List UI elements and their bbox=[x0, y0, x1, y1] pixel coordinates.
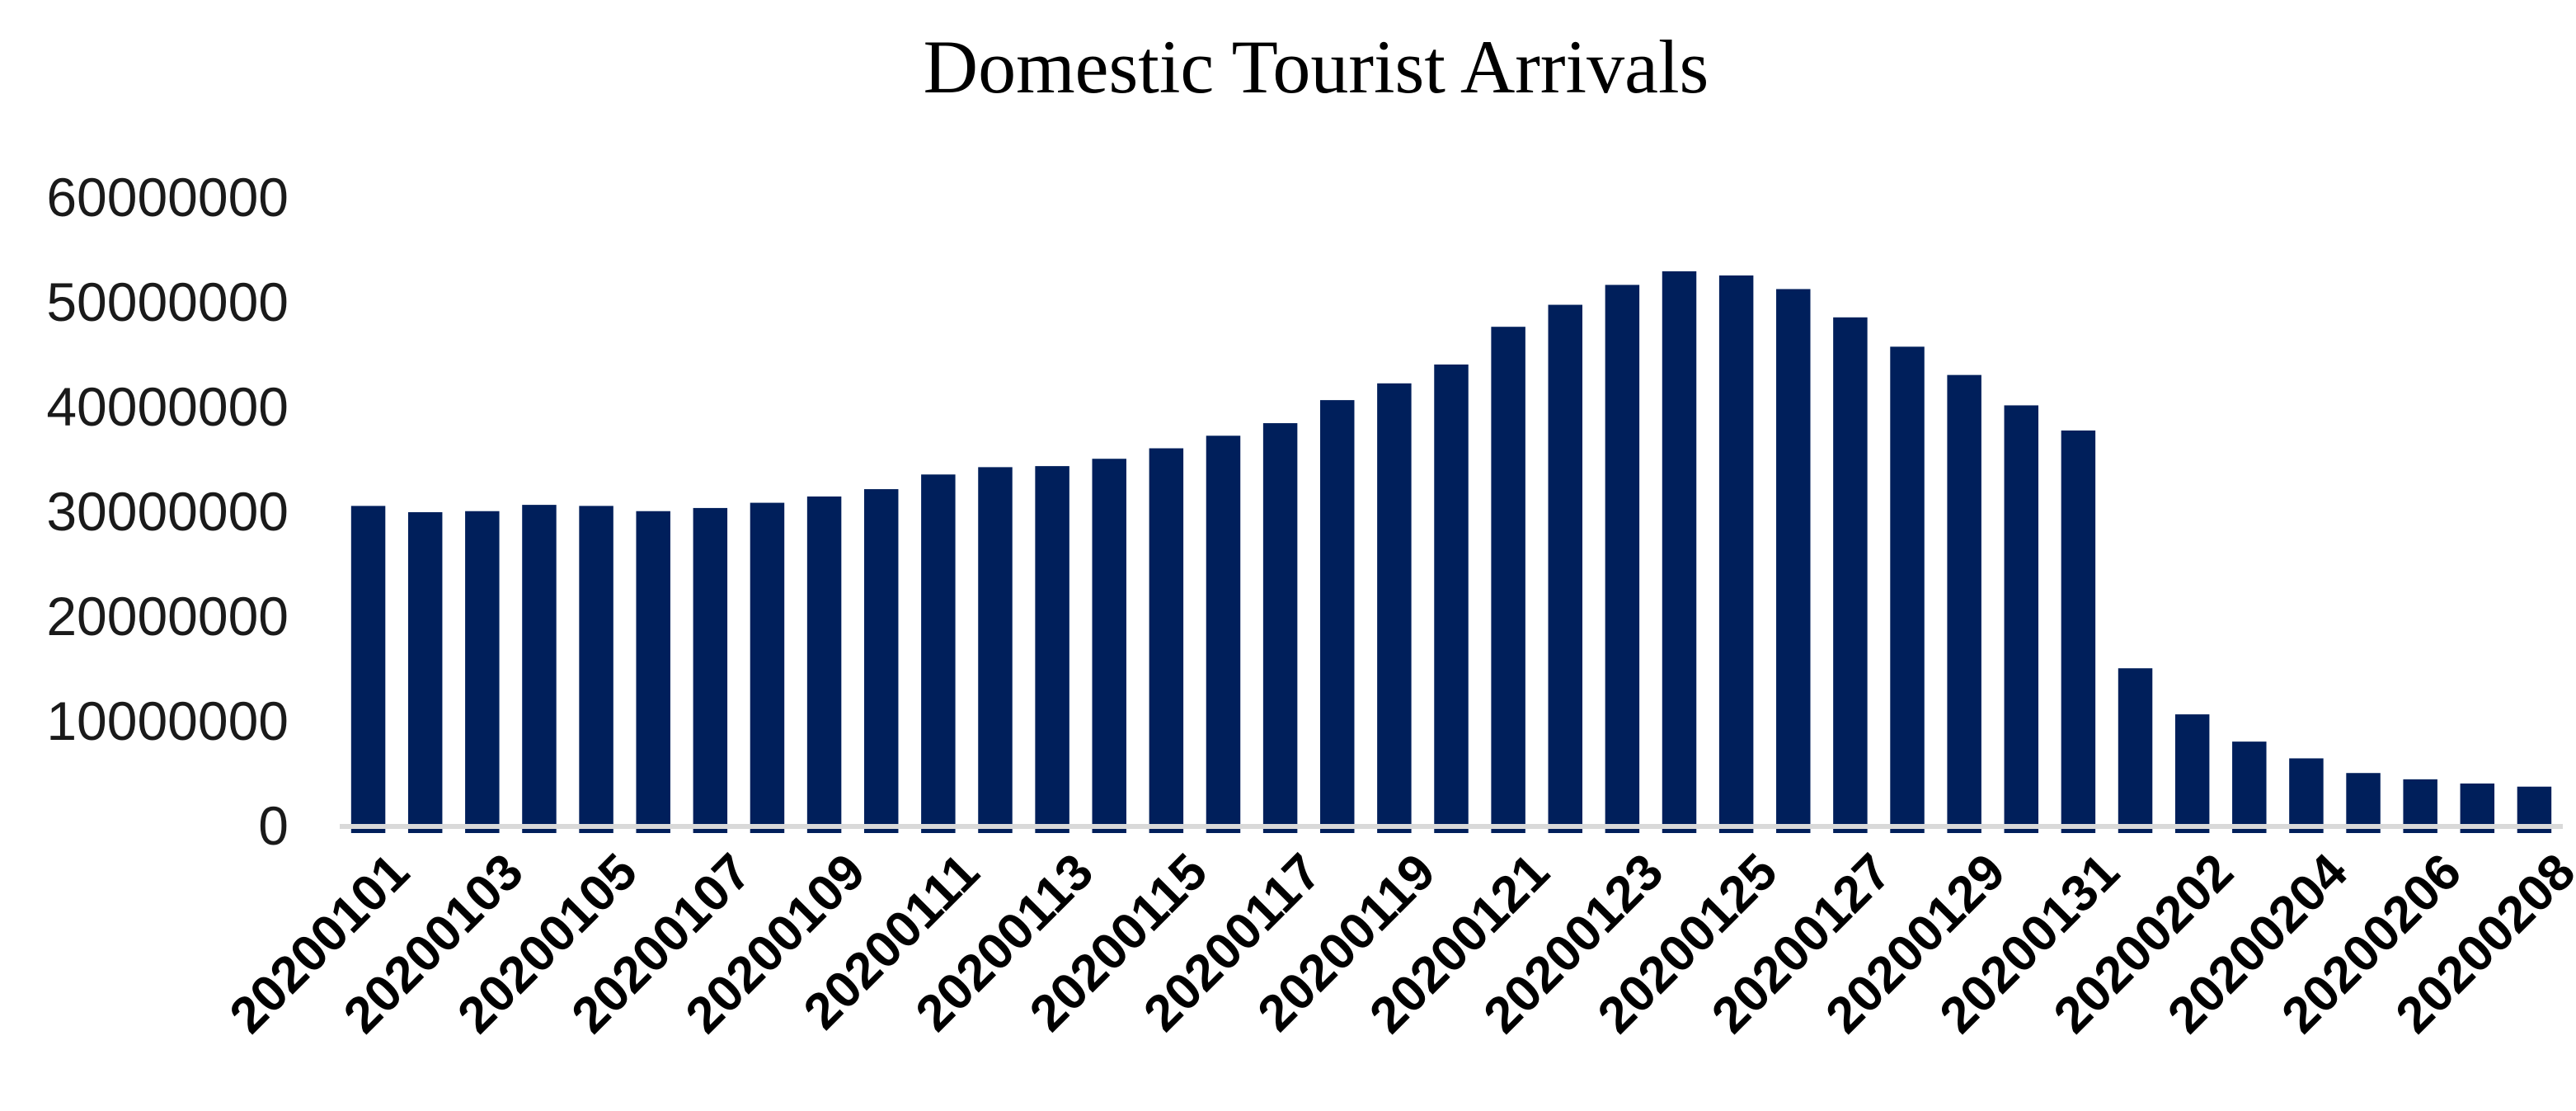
bar bbox=[1947, 374, 1981, 826]
bar bbox=[1718, 275, 1754, 827]
bar bbox=[579, 506, 613, 826]
bar-base-mark bbox=[1206, 829, 1241, 833]
bar bbox=[2460, 783, 2495, 826]
bar bbox=[2232, 741, 2267, 826]
bar-base-mark bbox=[2346, 829, 2381, 833]
bar bbox=[863, 489, 899, 826]
y-tick-label: 10000000 bbox=[46, 690, 289, 751]
bar-base-mark bbox=[2517, 829, 2552, 833]
bar-base-mark bbox=[750, 829, 785, 833]
y-axis-tick-labels: 0 10000000 20000000 30000000 40000000 5000000… bbox=[46, 167, 289, 856]
bar-base-mark bbox=[1662, 829, 1697, 833]
bar bbox=[350, 506, 386, 826]
bar-base-mark bbox=[806, 829, 842, 833]
bar bbox=[1092, 459, 1126, 826]
bar-base-mark bbox=[1262, 829, 1298, 833]
bar-base-mark bbox=[1035, 829, 1069, 833]
bar-base-mark bbox=[2232, 829, 2267, 833]
bar bbox=[522, 505, 557, 826]
bar bbox=[750, 502, 785, 826]
y-tick-label: 40000000 bbox=[46, 376, 289, 437]
bar-base-mark bbox=[2174, 829, 2210, 833]
bar bbox=[978, 467, 1013, 826]
bar bbox=[636, 511, 670, 826]
bar-base-mark bbox=[636, 829, 670, 833]
y-tick-label: 0 bbox=[258, 795, 289, 856]
bar bbox=[806, 496, 842, 826]
bar bbox=[1491, 327, 1525, 827]
bar-base-mark bbox=[579, 829, 613, 833]
bar bbox=[1149, 448, 1184, 826]
bar-base-mark bbox=[1548, 829, 1582, 833]
bar-base-mark bbox=[2004, 829, 2039, 833]
bar bbox=[1776, 289, 1811, 826]
bar bbox=[1377, 383, 1412, 826]
bar bbox=[1434, 364, 1469, 826]
bar-base-mark bbox=[863, 829, 899, 833]
bar bbox=[1662, 271, 1697, 826]
bar bbox=[407, 512, 443, 826]
bar-base-mark bbox=[1434, 829, 1469, 833]
bar-base-mark bbox=[465, 829, 500, 833]
bar bbox=[2517, 786, 2552, 826]
bar-base-mark bbox=[1491, 829, 1525, 833]
bar bbox=[1548, 304, 1582, 826]
bar-base-mark bbox=[2403, 829, 2437, 833]
bar bbox=[2289, 758, 2324, 826]
bar-base-mark bbox=[2289, 829, 2324, 833]
x-axis-tick-labels: 2020010120200103202001052020010720200109… bbox=[219, 843, 2576, 1044]
bar-base-mark bbox=[1320, 829, 1355, 833]
bar-base-mark bbox=[1092, 829, 1126, 833]
y-tick-label: 30000000 bbox=[46, 481, 289, 542]
bar-base-mark bbox=[1149, 829, 1184, 833]
bar bbox=[693, 507, 728, 826]
bar bbox=[2004, 405, 2039, 826]
bar bbox=[921, 474, 956, 826]
bar-base-mark bbox=[350, 829, 386, 833]
bar-base-mark bbox=[2460, 829, 2495, 833]
bar bbox=[465, 511, 500, 826]
y-tick-label: 60000000 bbox=[46, 167, 289, 228]
bar-base-mark bbox=[1377, 829, 1412, 833]
bar bbox=[2403, 779, 2437, 826]
chart-title: Domestic Tourist Arrivals bbox=[924, 25, 1709, 109]
bar bbox=[1206, 435, 1241, 826]
bar-base-mark bbox=[978, 829, 1013, 833]
y-tick-label: 20000000 bbox=[46, 586, 289, 647]
bar-base-mark bbox=[2118, 829, 2153, 833]
bar bbox=[1320, 400, 1355, 826]
bar bbox=[1833, 317, 1868, 826]
bar-base-mark bbox=[2061, 829, 2096, 833]
y-tick-label: 50000000 bbox=[46, 271, 289, 332]
bar bbox=[1890, 346, 1925, 827]
bar-base-mark bbox=[1890, 829, 1925, 833]
bar bbox=[2346, 773, 2381, 826]
bar bbox=[1605, 285, 1640, 826]
bar bbox=[2061, 430, 2096, 826]
bar-base-mark bbox=[1718, 829, 1754, 833]
bar-base-mark bbox=[1605, 829, 1640, 833]
bar bbox=[2174, 714, 2210, 826]
bar-base-mark bbox=[1776, 829, 1811, 833]
bar bbox=[1262, 423, 1298, 826]
bar-series bbox=[350, 271, 2552, 833]
bar-base-mark bbox=[921, 829, 956, 833]
bar-base-mark bbox=[693, 829, 728, 833]
bar-base-mark bbox=[1833, 829, 1868, 833]
bar-base-mark bbox=[407, 829, 443, 833]
bar bbox=[2118, 668, 2153, 826]
bar-base-mark bbox=[522, 829, 557, 833]
bar bbox=[1035, 466, 1069, 826]
bar-base-mark bbox=[1947, 829, 1981, 833]
